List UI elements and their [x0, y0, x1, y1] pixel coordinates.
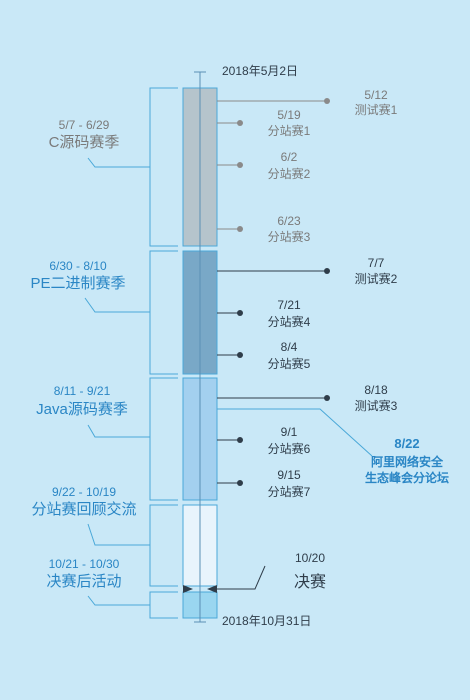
season-name-pe: PE二进制赛季	[30, 275, 126, 292]
season-bracket-2	[149, 250, 178, 375]
event-marker-1	[324, 98, 330, 104]
event-station4-name: 分站赛4	[267, 315, 311, 329]
season-leader-1	[87, 157, 150, 168]
event-station7-date: 9/15	[277, 468, 301, 482]
season-range-post-final: 10/21 - 10/30	[48, 557, 120, 571]
event-station6-name: 分站赛6	[267, 442, 311, 456]
season-range-java: 8/11 - 9/21	[53, 384, 111, 398]
forum-line2: 生态峰会分论坛	[364, 471, 450, 485]
forum-leader	[217, 408, 373, 457]
season-bracket-4	[149, 504, 178, 587]
season-name-c: C源码赛季	[48, 134, 120, 151]
event-station4-date: 7/21	[277, 298, 301, 312]
season-name-java: Java源码赛季	[36, 401, 128, 418]
season-bracket-3	[149, 377, 178, 501]
event-station2-name: 分站赛2	[267, 167, 311, 181]
season-leader-2	[84, 297, 150, 313]
final-arrow-right	[207, 585, 217, 593]
event-marker-8	[324, 395, 330, 401]
event-marker-9	[237, 437, 243, 443]
event-station7-name: 分站赛7	[267, 485, 311, 499]
season-range-pe: 6/30 - 8/10	[49, 259, 107, 273]
event-marker-7	[237, 352, 243, 358]
event-marker-3	[237, 162, 243, 168]
event-station6-date: 9/1	[280, 425, 298, 439]
season-range-review: 9/22 - 10/19	[51, 485, 117, 499]
event-marker-6	[237, 310, 243, 316]
season-leader-3	[87, 424, 150, 438]
season-bracket-5	[149, 591, 178, 619]
event-test1-name: 测试赛1	[354, 103, 398, 117]
event-test1-date: 5/12	[364, 88, 388, 102]
event-station1-name: 分站赛1	[267, 124, 311, 138]
event-test3-name: 测试赛3	[354, 399, 398, 413]
event-marker-4	[237, 226, 243, 232]
event-marker-5	[324, 268, 330, 274]
event-marker-10	[237, 480, 243, 486]
event-test2-name: 测试赛2	[354, 272, 398, 286]
forum-line1: 阿里网络安全	[370, 455, 444, 469]
event-station1-date: 5/19	[277, 108, 301, 122]
season-name-review: 分站赛回顾交流	[31, 501, 137, 518]
final-date: 10/20	[294, 551, 326, 565]
event-station3-name: 分站赛3	[267, 230, 311, 244]
timeline-end-label: 2018年10月31日	[222, 614, 312, 628]
event-test2-date: 7/7	[367, 256, 385, 270]
final-name: 决赛	[293, 574, 327, 591]
event-station5-name: 分站赛5	[267, 357, 311, 371]
event-test3-date: 8/18	[364, 383, 388, 397]
season-leader-4	[87, 523, 150, 546]
season-range-c: 5/7 - 6/29	[58, 118, 110, 132]
timeline-start-label: 2018年5月2日	[222, 64, 299, 78]
season-leader-5	[87, 595, 150, 606]
event-marker-2	[237, 120, 243, 126]
season-bracket-1	[149, 87, 178, 247]
event-station5-date: 8/4	[280, 340, 298, 354]
season-name-post-final: 决赛后活动	[46, 573, 122, 590]
event-station2-date: 6/2	[280, 150, 298, 164]
final-arrow-left	[183, 585, 193, 593]
forum-date: 8/22	[394, 436, 420, 451]
final-leader	[217, 565, 266, 590]
event-station3-date: 6/23	[277, 214, 301, 228]
